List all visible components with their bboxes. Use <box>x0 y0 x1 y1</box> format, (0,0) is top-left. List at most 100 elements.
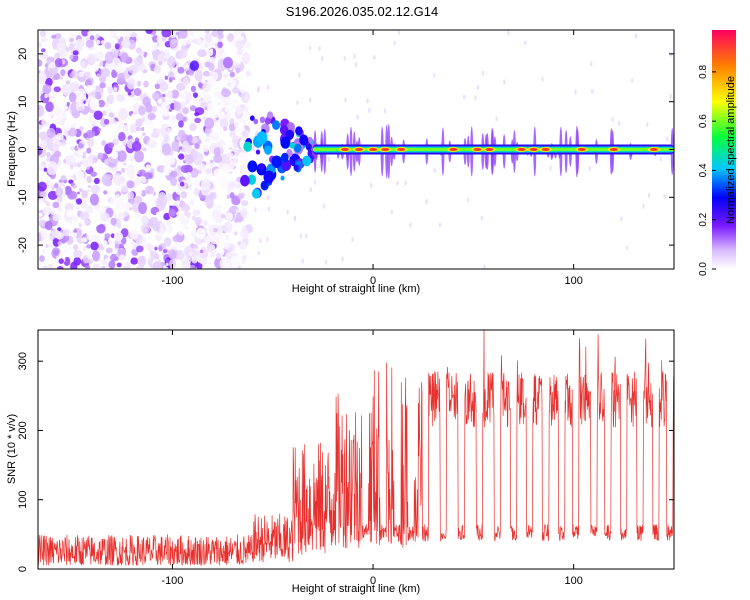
noise-blob <box>85 39 94 48</box>
noise-blob <box>130 31 136 38</box>
noise-blob <box>202 82 211 93</box>
noise-blob <box>179 101 186 109</box>
noise-blob <box>114 243 120 249</box>
noise-blob <box>170 170 178 178</box>
noise-blob <box>215 252 222 260</box>
faint-dot <box>298 72 301 78</box>
transition-blob <box>285 129 295 140</box>
noise-blob <box>129 199 135 205</box>
noise-blob <box>169 40 177 48</box>
noise-blob <box>98 127 102 132</box>
noise-blob <box>70 145 75 151</box>
noise-blob <box>49 182 54 188</box>
noise-blob <box>85 130 96 138</box>
noise-blob <box>211 71 219 81</box>
noise-blob <box>208 62 215 71</box>
noise-blob <box>182 107 189 115</box>
noise-blob <box>178 48 188 59</box>
ridge-peak <box>473 147 482 152</box>
noise-blob <box>122 125 129 131</box>
noise-blob <box>203 220 208 226</box>
noise-blob <box>163 49 171 59</box>
noise-blob <box>86 147 92 154</box>
noise-blob <box>241 131 249 138</box>
noise-blob <box>127 191 135 200</box>
noise-blob <box>156 211 161 216</box>
transition-blob <box>280 136 291 149</box>
noise-blob <box>96 39 101 45</box>
noise-blob <box>115 197 125 209</box>
noise-blob <box>240 200 249 207</box>
noise-blob <box>69 164 74 170</box>
noise-blob <box>130 174 135 181</box>
noise-blob <box>93 65 99 72</box>
noise-blob <box>95 85 100 91</box>
noise-blob <box>181 39 187 47</box>
faint-dot <box>503 79 506 85</box>
transition-blob <box>305 143 312 151</box>
faint-dot <box>324 259 328 265</box>
faint-dot <box>320 56 324 62</box>
noise-blob <box>57 206 63 212</box>
noise-blob <box>78 71 84 78</box>
noise-blob <box>123 262 127 266</box>
noise-blob <box>194 117 201 124</box>
noise-blob <box>38 124 43 130</box>
noise-blob <box>70 261 78 269</box>
noise-blob <box>93 177 100 185</box>
noise-blob <box>193 244 199 249</box>
faint-dot <box>366 98 369 104</box>
noise-blob <box>194 70 203 82</box>
noise-blob <box>130 228 139 240</box>
noise-blob <box>135 245 144 253</box>
noise-blob <box>113 121 120 128</box>
noise-blob <box>217 33 225 40</box>
snr-x-label: Height of straight line (km) <box>292 583 420 595</box>
noise-blob <box>187 134 193 142</box>
noise-blob <box>163 166 172 174</box>
noise-blob <box>47 263 54 269</box>
noise-blob <box>38 212 43 217</box>
noise-blob <box>207 49 214 57</box>
noise-blob <box>61 210 65 213</box>
spectrogram-y-tick-label: 10 <box>17 96 29 108</box>
noise-blob <box>76 170 85 181</box>
noise-blob <box>38 70 41 74</box>
noise-blob <box>52 213 61 222</box>
ridge-peak <box>541 147 550 152</box>
noise-blob <box>210 251 215 258</box>
transition-blob <box>249 115 255 122</box>
noise-blob <box>145 30 153 34</box>
noise-blob <box>68 42 75 51</box>
noise-blob <box>87 31 93 37</box>
noise-blob <box>72 184 77 189</box>
colorbar-gradient <box>712 30 736 269</box>
spectrogram-y-tick-label: 20 <box>17 48 29 60</box>
noise-blob <box>229 118 235 125</box>
noise-blob <box>152 222 161 232</box>
noise-blob <box>200 178 211 191</box>
transition-blob <box>293 143 302 153</box>
noise-blob <box>92 263 101 269</box>
noise-blob <box>133 111 138 115</box>
noise-blob <box>227 33 235 42</box>
noise-blob <box>183 62 187 67</box>
noise-blob <box>38 105 45 117</box>
noise-blob <box>186 39 192 45</box>
faint-dot <box>396 180 399 186</box>
noise-blob <box>38 219 47 227</box>
noise-blob <box>152 261 163 269</box>
faint-dot <box>617 120 621 126</box>
noise-blob <box>180 191 187 199</box>
noise-blob <box>214 79 224 90</box>
noise-blob <box>197 37 204 46</box>
noise-blob <box>190 247 196 253</box>
snr-y-tick-label: 300 <box>17 352 29 370</box>
noise-blob <box>202 144 209 153</box>
noise-blob <box>43 161 47 166</box>
noise-blob <box>114 43 120 50</box>
noise-blob <box>185 92 193 103</box>
noise-blob <box>43 37 49 42</box>
faint-dot <box>327 156 331 162</box>
